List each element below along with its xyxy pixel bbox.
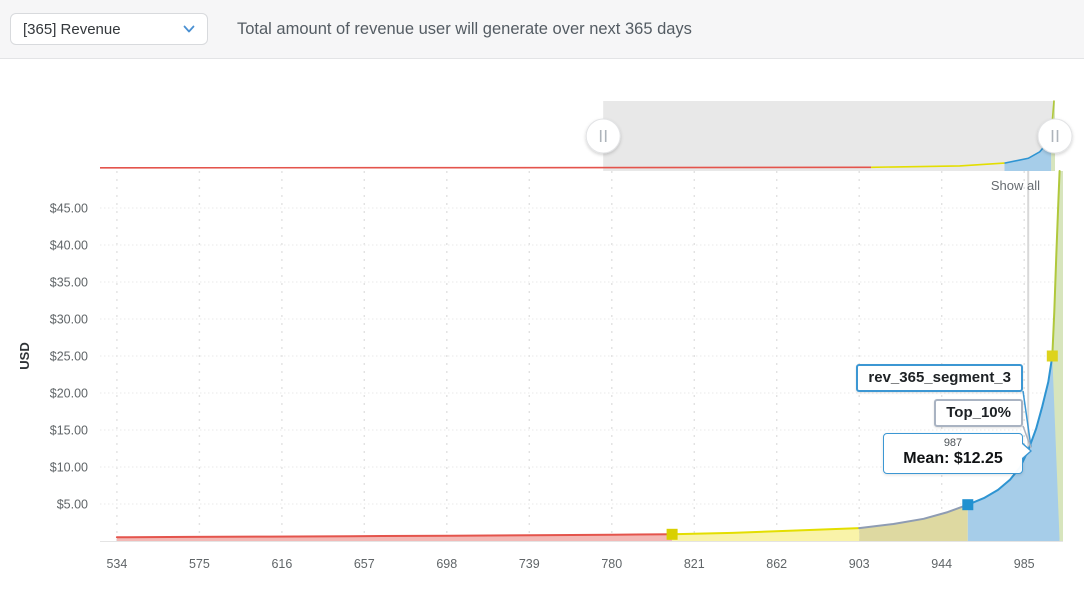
svg-text:$20.00: $20.00 (50, 387, 88, 401)
series-areas (115, 170, 1063, 541)
svg-text:985: 985 (1014, 557, 1035, 571)
metric-dropdown[interactable]: [365] Revenue (10, 13, 208, 45)
svg-text:$10.00: $10.00 (50, 461, 88, 475)
svg-text:616: 616 (271, 557, 292, 571)
y-axis-title: USD (17, 342, 32, 369)
svg-text:862: 862 (766, 557, 787, 571)
chart-canvas: 534 575 616 657 698 739 780 821 862 903 944 985 $5.0… (17, 100, 1073, 571)
svg-text:780: 780 (601, 557, 622, 571)
svg-text:$30.00: $30.00 (50, 313, 88, 327)
show-all-link[interactable]: Show all (990, 178, 1040, 193)
svg-text:$45.00: $45.00 (50, 202, 88, 216)
svg-text:698: 698 (436, 557, 457, 571)
navigator-handle-right[interactable] (1037, 118, 1073, 154)
top10-annotation-label: Top_10% (934, 399, 1023, 427)
segment-annotation-label: rev_365_segment_3 (856, 364, 1023, 392)
svg-text:$15.00: $15.00 (50, 424, 88, 438)
svg-text:657: 657 (354, 557, 375, 571)
svg-text:903: 903 (849, 557, 870, 571)
chevron-down-icon (183, 25, 195, 33)
svg-text:$5.00: $5.00 (57, 498, 88, 512)
svg-text:$35.00: $35.00 (50, 276, 88, 290)
metric-dropdown-value: [365] Revenue (23, 20, 121, 38)
header-bar: [365] Revenue Total amount of revenue us… (0, 0, 1084, 59)
metric-description: Total amount of revenue user will genera… (237, 20, 692, 38)
navigator-selected-range[interactable] (603, 101, 1055, 171)
series-markers (666, 350, 1058, 540)
x-axis-labels: 534 575 616 657 698 739 780 821 862 903 944 985 (106, 557, 1034, 571)
tooltip-mean-value: Mean: $12.25 (903, 450, 1003, 467)
navigator-handle-left[interactable] (585, 118, 621, 154)
y-axis-labels: $5.00 $10.00 $15.00 $20.00 $25.00 $30.00 $35.0… (50, 202, 88, 512)
svg-text:575: 575 (189, 557, 210, 571)
svg-text:739: 739 (519, 557, 540, 571)
point-tooltip: 987 Mean: $12.25 (883, 433, 1032, 474)
svg-text:$40.00: $40.00 (50, 239, 88, 253)
svg-text:534: 534 (106, 557, 127, 571)
svg-text:$25.00: $25.00 (50, 350, 88, 364)
gridlines (100, 171, 1063, 541)
chart-container: 534 575 616 657 698 739 780 821 862 903 944 985 $5.0… (0, 60, 1084, 597)
svg-text:821: 821 (684, 557, 705, 571)
svg-text:944: 944 (931, 557, 952, 571)
tooltip-x-value: 987 (943, 437, 963, 449)
